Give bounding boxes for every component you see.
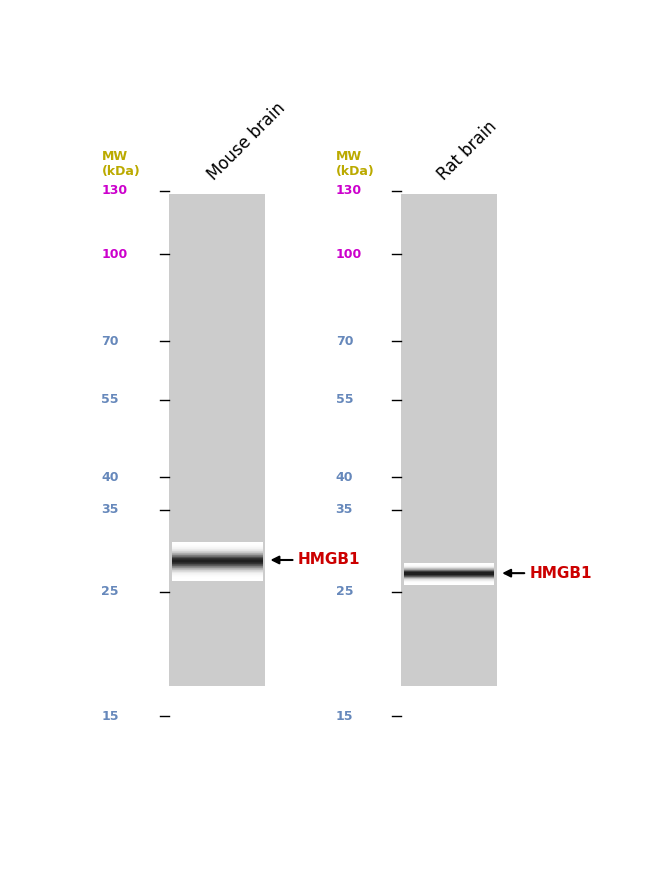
Text: 70: 70 <box>101 335 119 348</box>
Text: HMGB1: HMGB1 <box>530 566 592 581</box>
Text: 100: 100 <box>101 248 127 261</box>
Bar <box>170 194 265 685</box>
Text: 15: 15 <box>101 710 119 722</box>
Bar <box>401 194 497 685</box>
Text: Rat brain: Rat brain <box>434 117 500 184</box>
Text: 130: 130 <box>101 184 127 197</box>
Text: 25: 25 <box>335 585 353 598</box>
Text: Mouse brain: Mouse brain <box>205 99 289 184</box>
Text: MW
(kDa): MW (kDa) <box>335 150 374 178</box>
Text: 15: 15 <box>335 710 353 722</box>
Text: 130: 130 <box>335 184 362 197</box>
Text: 55: 55 <box>335 394 353 406</box>
Text: 40: 40 <box>335 471 353 484</box>
Text: 100: 100 <box>335 248 362 261</box>
Text: 25: 25 <box>101 585 119 598</box>
Text: 55: 55 <box>101 394 119 406</box>
Text: 70: 70 <box>335 335 353 348</box>
Text: 35: 35 <box>335 503 353 516</box>
Text: HMGB1: HMGB1 <box>298 552 360 567</box>
Text: 40: 40 <box>101 471 119 484</box>
Text: 35: 35 <box>101 503 119 516</box>
Text: MW
(kDa): MW (kDa) <box>101 150 140 178</box>
